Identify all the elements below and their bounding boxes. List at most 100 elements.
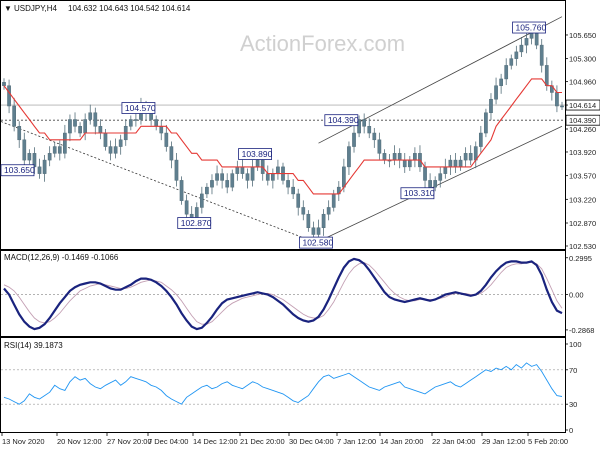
x-tick-label: 21 Dec 20:00 [240,437,285,446]
price-y-tick: 102.530 [565,242,596,251]
candle [519,36,524,57]
x-tick: 14 Dec 12:00 [192,433,238,446]
candle [179,176,184,205]
candle [108,140,113,161]
x-tick-label: 7 Dec 04:00 [148,437,188,446]
price-y-tick: 103.220 [565,195,596,204]
rsi-line [3,362,563,405]
x-tick-label: 7 Jan 12:00 [337,437,376,446]
price-annotation: 104.390 [324,114,359,127]
candle [245,168,250,189]
candle [509,54,514,70]
candle [68,114,72,142]
candle [57,140,62,161]
x-tick-label: 14 Dec 12:00 [193,437,238,446]
macd-y-tick-label: 0.2995 [569,254,592,263]
candle [463,147,468,168]
candle [539,39,544,73]
candle [215,165,219,186]
price-y-tick-label: 104.960 [569,78,596,87]
rsi-y-tick: 70 [565,366,577,375]
price-chart-title-triangle: ▼ [4,4,12,13]
rsi-y-tick-label: 0 [569,426,573,435]
candle [362,113,367,134]
macd-title: MACD(12,26,9) -0.1469 -0.1066 [4,253,119,262]
rsi-title: RSI(14) 39.1873 [4,341,63,350]
candle [301,200,306,221]
price-plot: 103.650 104.570 102.870 103.890 102.580 104.3… [0,16,565,249]
candle [22,132,27,167]
x-tick: 20 Nov 12:00 [56,433,102,446]
candle [78,122,82,138]
candle [42,155,47,182]
price-chart-title: USDJPY,H4 [14,4,58,13]
candle [347,141,351,175]
watermark: ActionForex.com [240,31,405,56]
candle [321,209,326,236]
candle [164,124,169,152]
macd-y-tick-label: -0.2868 [569,326,594,335]
price-annotation-text: 102.870 [181,218,212,228]
price-y-tick-label: 103.570 [569,172,596,181]
price-annotation-text: 105.760 [516,23,547,33]
candle [499,73,503,94]
level-price-tag: 104.390 [565,114,600,126]
candle [494,77,498,105]
price-annotation-text: 104.570 [125,103,156,113]
candle [225,173,230,194]
candle [489,93,493,120]
candle [27,149,32,165]
candle [484,108,488,138]
macd-y-tick: 0.2995 [565,254,592,263]
x-tick-label: 20 Nov 12:00 [57,437,102,446]
price-y-tick-label: 104.260 [569,125,596,134]
candle [63,124,67,159]
candle [468,145,473,166]
candle [113,138,118,159]
x-tick-label: 13 Nov 2020 [2,437,45,446]
rsi-y-tick-label: 100 [569,340,582,349]
price-y-tick: 104.960 [565,78,596,87]
candle [73,112,77,133]
candle [220,168,224,189]
candle [438,167,443,188]
rsi-y-tick-label: 30 [569,400,577,409]
x-tick: 14 Jan 20:00 [379,433,423,446]
candle [174,152,179,187]
candle [316,219,321,240]
candle [514,45,519,66]
x-tick-label: 29 Jan 12:00 [482,437,525,446]
macd-y-tick: -0.2868 [565,326,594,335]
candle [367,118,372,139]
price-annotation: 104.570 [121,102,156,114]
price-y-tick-label: 103.220 [569,195,596,204]
rsi-y-tick: 30 [565,400,577,409]
x-tick: 13 Nov 2020 [1,433,45,446]
candle [291,179,295,199]
price-annotation: 103.890 [238,148,273,160]
candle [199,186,204,214]
candle [478,125,483,153]
price-annotation-text: 103.310 [404,188,435,198]
candle [560,101,564,111]
axes: 105.650 105.300 104.960 104.614 104.260 103.9… [1,31,600,446]
candle [433,176,438,192]
candle [205,183,209,198]
rsi-y-tick: 100 [565,340,582,349]
candle [326,200,331,221]
x-tick: 7 Dec 04:00 [147,433,188,446]
candle [524,33,529,54]
macd-signal-line [3,262,563,325]
price-y-tick: 103.920 [565,148,596,157]
macd-panel-frame [0,250,566,337]
price-annotation: 105.760 [512,21,547,34]
candle [134,113,138,127]
candle [52,142,57,158]
rsi-panel-frame [0,337,566,433]
price-y-tick-label: 102.870 [569,219,596,228]
x-tick: 29 Jan 12:00 [481,433,525,446]
price-annotation-text: 102.580 [302,238,333,248]
price-annotation-text: 104.390 [328,115,359,125]
candle [47,146,52,167]
